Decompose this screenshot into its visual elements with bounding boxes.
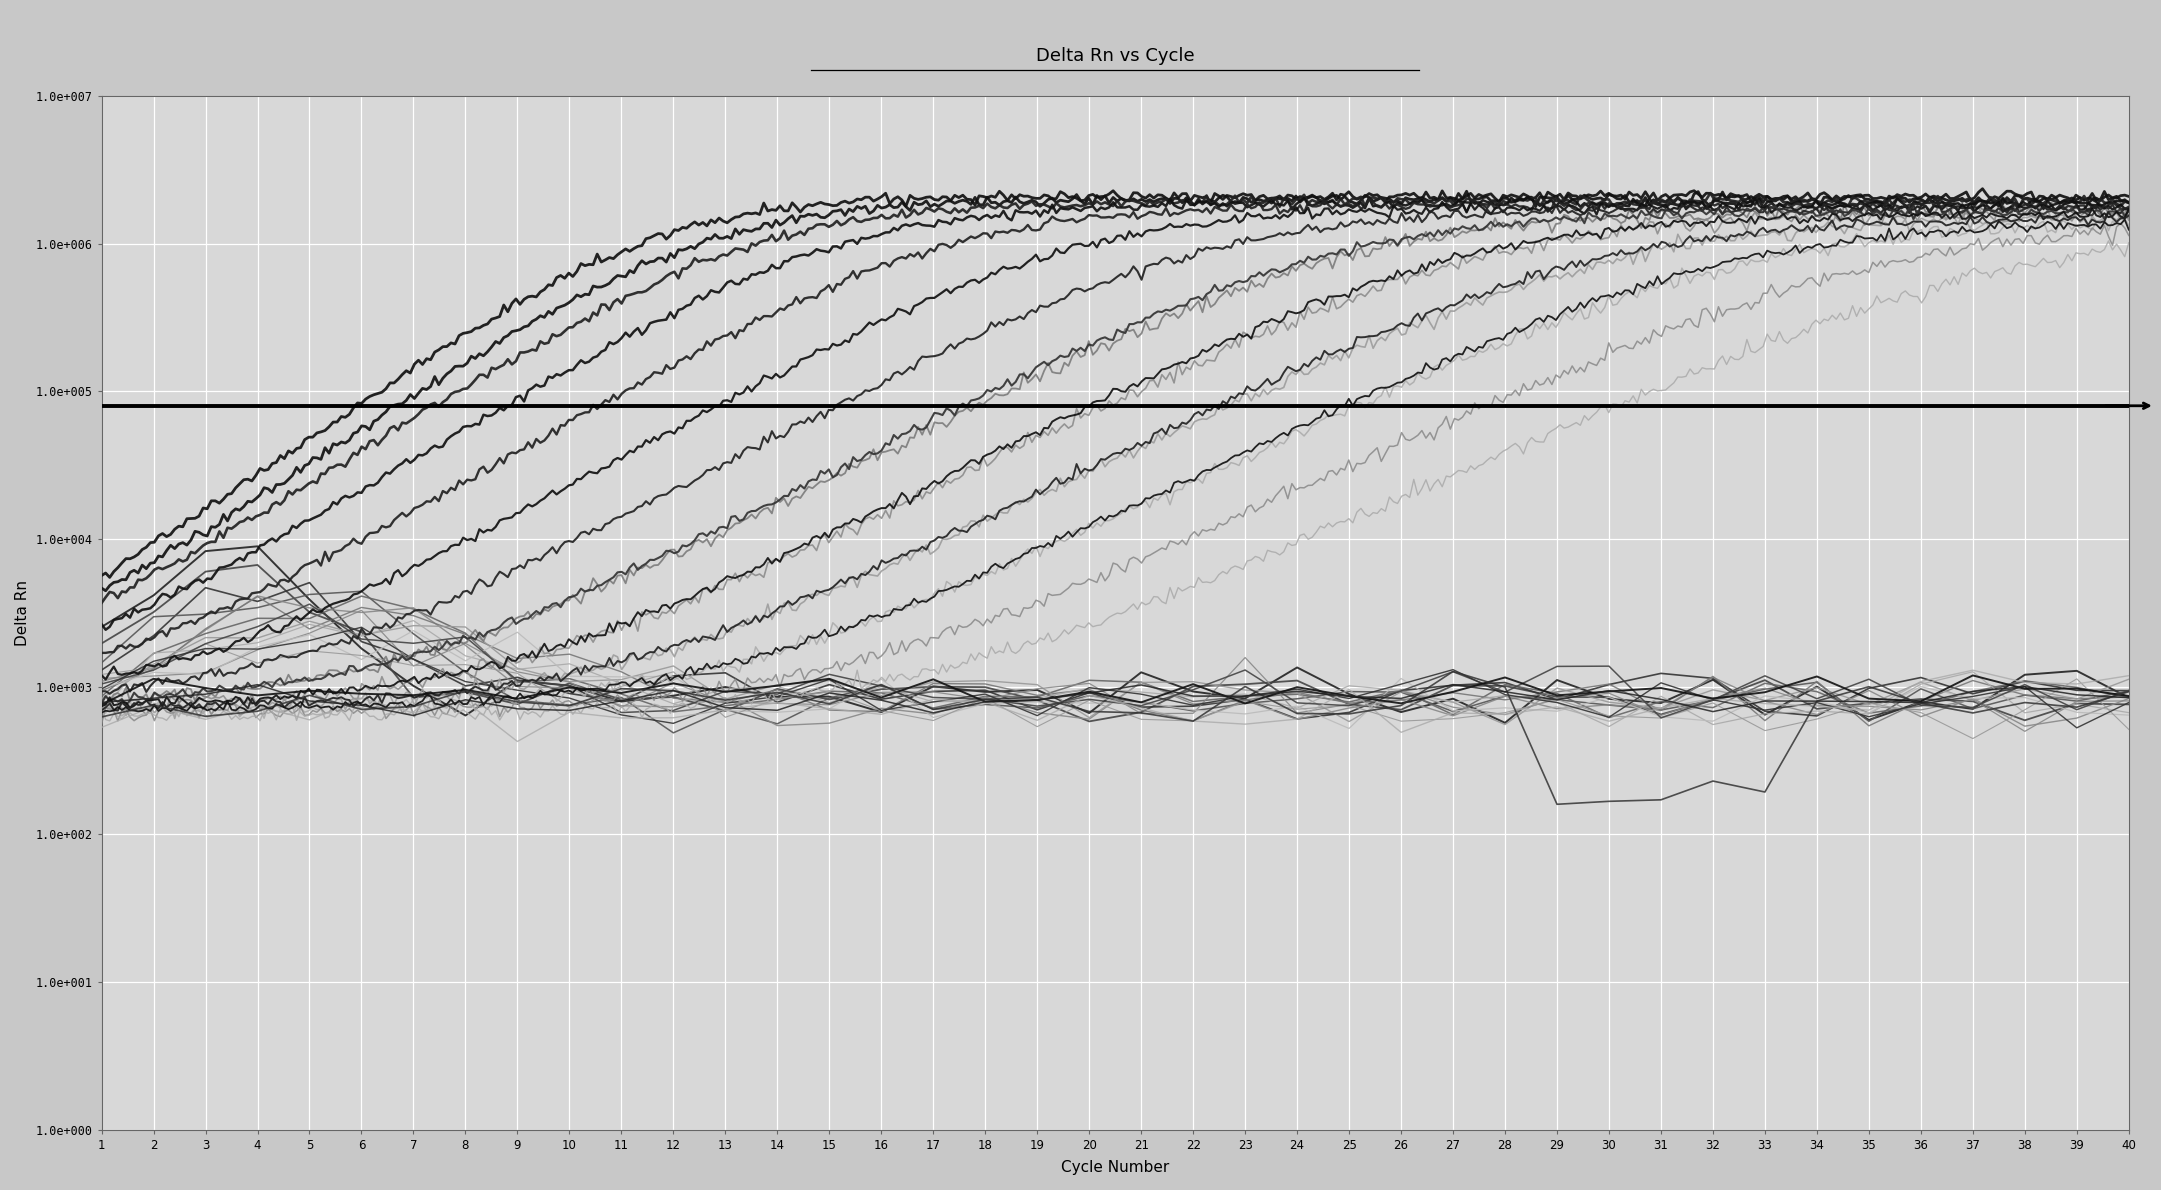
X-axis label: Cycle Number: Cycle Number <box>1061 1160 1169 1175</box>
Y-axis label: Delta Rn: Delta Rn <box>15 580 30 646</box>
Text: Delta Rn vs Cycle: Delta Rn vs Cycle <box>1035 48 1195 65</box>
